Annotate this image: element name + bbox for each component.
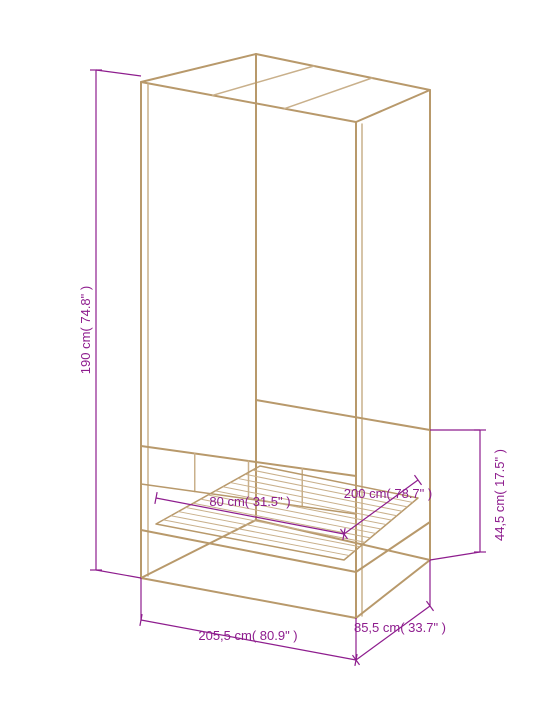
bed-frame (141, 54, 430, 618)
dimension-label: 190 cm( 74.8" ) (78, 286, 93, 374)
dimension-label: 85,5 cm( 33.7" ) (354, 620, 446, 635)
bed-dimension-diagram: 190 cm( 74.8" ) 80 cm( 31.5" ) 200 cm( 78.… (0, 0, 540, 720)
dimension-label: 44,5 cm( 17.5" ) (492, 449, 507, 541)
dimension-label: 80 cm( 31.5" ) (209, 494, 290, 509)
dimension-label: 200 cm( 78.7" ) (344, 486, 432, 501)
dimension-label: 205,5 cm( 80.9" ) (198, 628, 297, 643)
